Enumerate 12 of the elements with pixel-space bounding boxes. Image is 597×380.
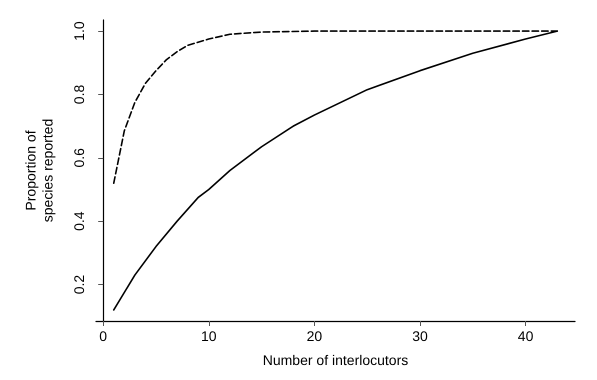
y-tick-label: 0.6 bbox=[71, 148, 87, 168]
x-tick-label: 10 bbox=[200, 328, 217, 344]
x-tick-label: 40 bbox=[518, 328, 534, 344]
x-axis-title: Number of interlocutors bbox=[262, 352, 408, 368]
y-tick-label: 0.8 bbox=[71, 84, 87, 104]
x-tick-label: 0 bbox=[99, 328, 108, 344]
x-tick-label: 30 bbox=[412, 328, 428, 344]
y-tick-label: 0.4 bbox=[71, 211, 87, 231]
y-tick-label: 1.0 bbox=[71, 21, 87, 41]
y-axis-title: Proportion of species reported bbox=[22, 118, 56, 222]
x-tick-label: 20 bbox=[306, 328, 322, 344]
y-tick-label: 0.2 bbox=[71, 274, 87, 294]
